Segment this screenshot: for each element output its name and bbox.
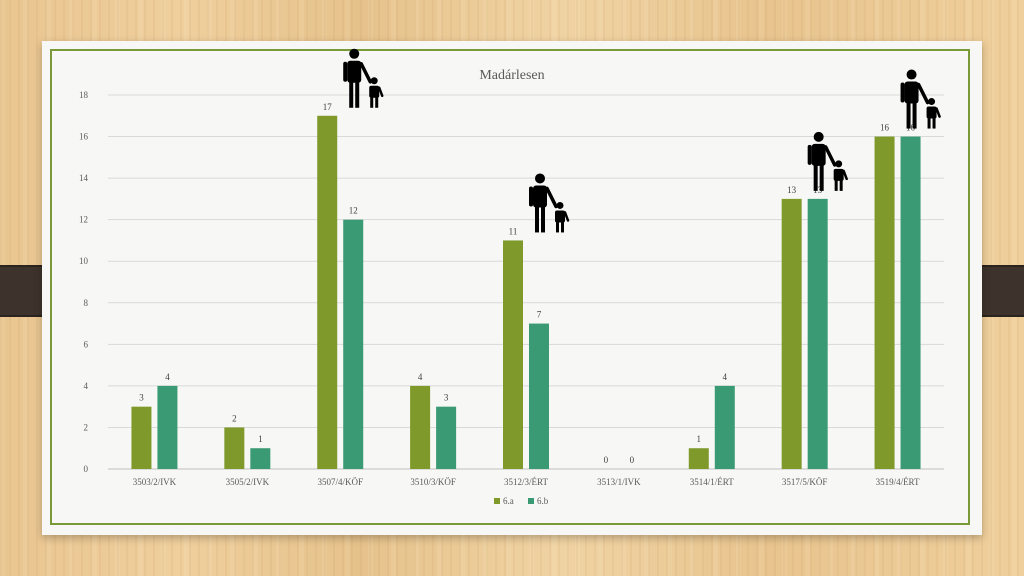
data-label: 4 [723, 372, 728, 382]
x-tick-label: 3512/3/ÉRT [504, 477, 548, 487]
bar [503, 240, 523, 469]
data-label: 13 [787, 185, 797, 195]
bar [131, 406, 152, 469]
x-tick-label: 3505/2/IVK [226, 477, 270, 487]
y-tick-label: 14 [79, 173, 89, 183]
legend-label: 6.b [537, 496, 549, 506]
data-label: 3 [444, 393, 449, 403]
y-tick-label: 12 [79, 215, 88, 225]
x-tick-label: 3503/2/IVK [133, 477, 177, 487]
x-tick-label: 3517/5/KÖF [782, 477, 828, 487]
chart-title: Madárlesen [479, 68, 544, 83]
y-tick-label: 18 [79, 90, 89, 100]
parent-child-icon [900, 69, 941, 129]
legend-swatch [494, 498, 500, 504]
data-label: 4 [418, 372, 423, 382]
parent-child-icon [343, 48, 384, 108]
y-tick-label: 10 [79, 256, 89, 266]
data-label: 4 [165, 372, 170, 382]
bar [224, 427, 245, 469]
bar [900, 136, 921, 470]
data-label: 2 [232, 413, 237, 423]
y-tick-label: 0 [84, 464, 89, 474]
bar [807, 198, 828, 469]
bar [714, 385, 735, 469]
data-label: 1 [258, 434, 263, 444]
x-tick-label: 3513/1/IVK [597, 477, 641, 487]
data-label: 0 [604, 455, 609, 465]
bar [436, 406, 457, 469]
y-tick-label: 2 [84, 422, 89, 432]
data-label: 16 [906, 123, 916, 133]
bar [410, 385, 431, 469]
y-tick-label: 4 [84, 381, 89, 391]
bar [317, 115, 338, 470]
bar [343, 219, 364, 469]
legend-swatch [528, 498, 534, 504]
data-label: 16 [880, 123, 890, 133]
x-tick-label: 3507/4/KÖF [317, 477, 363, 487]
y-tick-label: 6 [84, 339, 89, 349]
y-tick-label: 8 [84, 298, 89, 308]
chart-card: Madárlesen 0 2 4 6 8 10 12 14 16 18 3503/2/IVK 3 4 35… [42, 41, 982, 535]
data-label: 12 [349, 206, 358, 216]
data-label: 7 [537, 310, 542, 320]
data-label: 17 [323, 102, 333, 112]
data-label: 11 [509, 226, 518, 236]
data-label: 1 [697, 434, 702, 444]
bar-chart: Madárlesen 0246810121416183503/2/IVK3435… [79, 48, 944, 506]
bar [529, 323, 549, 469]
data-label: 13 [813, 185, 823, 195]
bar [157, 385, 178, 469]
bar [250, 448, 271, 469]
legend-label: 6.a [503, 496, 514, 506]
data-label: 0 [630, 455, 635, 465]
bar [688, 448, 709, 469]
chart-frame [50, 49, 970, 525]
x-tick-label: 3514/1/ÉRT [690, 477, 734, 487]
y-tick-label: 16 [79, 132, 89, 142]
bar [874, 136, 895, 470]
bar [781, 198, 802, 469]
x-tick-label: 3510/3/KÖF [410, 477, 456, 487]
parent-child-icon [807, 131, 848, 191]
data-label: 3 [139, 393, 144, 403]
parent-child-icon [529, 173, 570, 233]
x-tick-label: 3519/4/ÉRT [876, 477, 920, 487]
